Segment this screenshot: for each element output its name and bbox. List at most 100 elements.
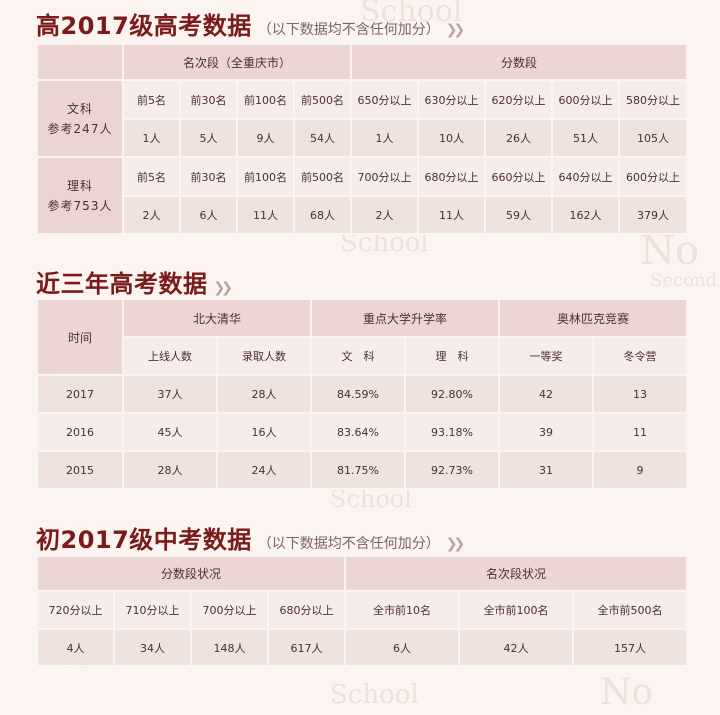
section1-note: （以下数据均不含任何加分）	[257, 22, 440, 38]
section1-table: 名次段（全重庆市） 分数段 文科 参考247人 前5名 前30名 前100名 前…	[36, 43, 689, 235]
value-cell: 93.18%	[404, 412, 501, 452]
header-rank-status: 名次段状况	[344, 555, 689, 592]
rank-value: 157人	[572, 628, 689, 667]
watermark-no: No	[600, 672, 654, 713]
score-label: 700分以上	[350, 156, 420, 197]
subheader: 一等奖	[498, 336, 595, 376]
year-cell: 2017	[36, 374, 124, 414]
rank-label: 全市前100名	[458, 590, 575, 630]
section2-table: 时间 北大清华 重点大学升学率 奥林匹克竞赛 上线人数 录取人数 文 科 理 科…	[36, 298, 689, 490]
row-label-count: 参考247人	[47, 121, 113, 136]
score-value: 2人	[350, 195, 420, 235]
section3-table: 分数段状况 名次段状况 720分以上 710分以上 700分以上 680分以上 …	[35, 555, 689, 667]
score-value: 10人	[417, 118, 487, 158]
table-row: 2015 28人 24人 81.75% 92.73% 31 9	[36, 450, 689, 490]
year-cell: 2016	[36, 412, 124, 452]
section3-heading: 初2017级中考数据	[36, 526, 252, 554]
row-label-subject: 理科	[66, 178, 93, 193]
score-label: 640分以上	[551, 156, 621, 197]
rank-value: 11人	[236, 195, 295, 235]
subheader: 文 科	[310, 336, 407, 376]
value-cell: 28人	[122, 450, 218, 490]
rank-value: 1人	[122, 118, 181, 158]
score-label: 650分以上	[350, 79, 420, 120]
value-cell: 39	[498, 412, 595, 452]
rank-label: 前5名	[122, 156, 181, 197]
rank-value: 6人	[179, 195, 238, 235]
section2-heading: 近三年高考数据	[36, 270, 208, 298]
rank-label: 前5名	[122, 79, 181, 120]
score-value: 26人	[484, 118, 554, 158]
row-label-science: 理科 参考753人	[36, 156, 124, 235]
row-label-liberal-arts: 文科 参考247人	[36, 79, 124, 158]
rank-label: 前30名	[179, 156, 238, 197]
rank-value: 54人	[292, 118, 353, 158]
subheader: 录取人数	[215, 336, 313, 376]
section3-title: 初2017级中考数据 （以下数据均不含任何加分） ❯❯	[36, 520, 466, 554]
header-pku-tsinghua: 北大清华	[121, 298, 313, 338]
value-cell: 84.59%	[310, 374, 407, 414]
header-score-status: 分数段状况	[35, 555, 347, 592]
rank-label: 前500名	[292, 156, 353, 197]
value-cell: 16人	[215, 412, 313, 452]
rank-label: 全市前500名	[572, 590, 689, 630]
score-label: 680分以上	[266, 590, 347, 630]
score-value: 105人	[618, 118, 689, 158]
score-label: 680分以上	[417, 156, 487, 197]
section1-heading: 高2017级高考数据	[36, 12, 252, 40]
subheader: 上线人数	[122, 336, 218, 376]
value-cell: 42	[498, 374, 595, 414]
value-cell: 9	[592, 450, 689, 490]
watermark-no: No	[640, 228, 700, 274]
score-value: 4人	[36, 628, 115, 667]
row-label-count: 参考753人	[47, 198, 113, 213]
score-label: 620分以上	[484, 79, 554, 120]
score-value: 379人	[618, 195, 689, 235]
value-cell: 81.75%	[310, 450, 407, 490]
value-cell: 31	[498, 450, 595, 490]
score-value: 617人	[266, 628, 347, 667]
rank-value: 6人	[344, 628, 461, 667]
score-label: 600分以上	[618, 156, 689, 197]
rank-label: 前500名	[292, 79, 353, 120]
double-chevron-icon: ❯❯	[445, 22, 466, 38]
score-value: 1人	[350, 118, 420, 158]
score-label: 600分以上	[551, 79, 621, 120]
rank-label: 前100名	[236, 79, 295, 120]
year-cell: 2015	[36, 450, 124, 490]
score-label: 660分以上	[484, 156, 554, 197]
score-value: 51人	[551, 118, 621, 158]
score-label: 720分以上	[36, 590, 115, 630]
header-rank: 名次段（全重庆市）	[121, 43, 353, 81]
watermark-school: School	[330, 485, 412, 513]
header-key-university-rate: 重点大学升学率	[310, 298, 501, 338]
header-time: 时间	[36, 298, 124, 376]
value-cell: 92.80%	[404, 374, 501, 414]
score-value: 59人	[484, 195, 554, 235]
score-label: 700分以上	[190, 590, 269, 630]
double-chevron-icon: ❯❯	[445, 536, 466, 552]
header-corner	[36, 43, 124, 81]
subheader: 冬令营	[592, 336, 689, 376]
rank-label: 前30名	[179, 79, 238, 120]
table-row: 2017 37人 28人 84.59% 92.80% 42 13	[36, 374, 689, 414]
score-value: 162人	[551, 195, 621, 235]
value-cell: 11	[592, 412, 689, 452]
value-cell: 83.64%	[310, 412, 407, 452]
score-label: 710分以上	[113, 590, 192, 630]
section3-note: （以下数据均不含任何加分）	[257, 536, 440, 552]
watermark-second: Second	[650, 270, 718, 291]
value-cell: 45人	[122, 412, 218, 452]
header-olympiad: 奥林匹克竞赛	[498, 298, 689, 338]
score-value: 34人	[113, 628, 192, 667]
score-value: 148人	[190, 628, 269, 667]
rank-label: 前100名	[236, 156, 295, 197]
value-cell: 28人	[215, 374, 313, 414]
table-row: 2016 45人 16人 83.64% 93.18% 39 11	[36, 412, 689, 452]
rank-value: 42人	[458, 628, 575, 667]
rank-value: 9人	[236, 118, 295, 158]
header-score: 分数段	[350, 43, 689, 81]
rank-value: 2人	[122, 195, 181, 235]
rank-value: 68人	[292, 195, 353, 235]
watermark-school: School	[330, 680, 419, 710]
